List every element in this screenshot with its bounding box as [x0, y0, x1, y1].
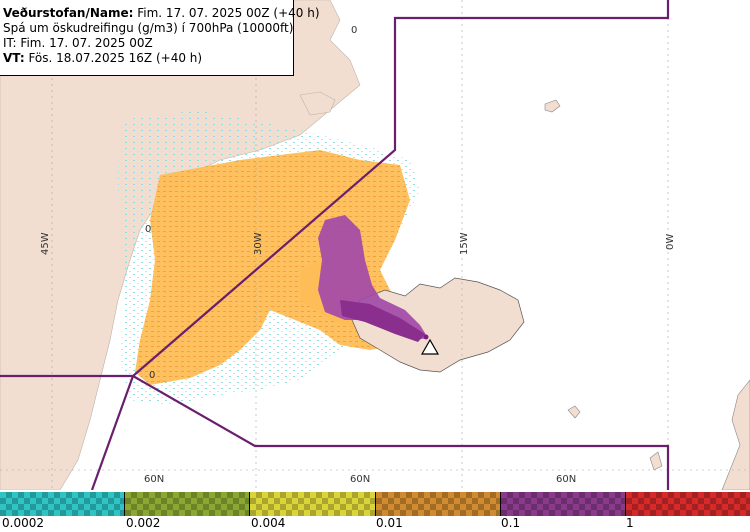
- svalbard-island: [544, 99, 561, 113]
- legend-swatch: [0, 492, 126, 516]
- lat-label-60n-left: 60N: [144, 474, 164, 485]
- forecast-info-box: Veðurstofan/Name: Fim. 17. 07. 2025 00Z …: [0, 0, 320, 76]
- flight-region-boundary: [0, 0, 670, 490]
- greenland-island: [299, 91, 336, 116]
- volcano-icon: [420, 338, 440, 355]
- lat-label-60n-right: 60N: [556, 474, 576, 485]
- info-line-valid-time: VT: Fös. 18.07.2025 16Z (+40 h): [3, 51, 203, 65]
- lon-label-0w: 0W: [665, 234, 676, 250]
- faroe-island: [567, 405, 581, 419]
- contour-label: 0: [351, 25, 357, 36]
- legend-swatch: [125, 492, 251, 516]
- legend-label-5: 1: [626, 516, 634, 530]
- concentration-legend: 0.0002 0.002 0.004 0.01 0.1 1: [0, 490, 750, 532]
- legend-label-3: 0.01: [376, 516, 403, 530]
- graticule: [0, 0, 750, 490]
- iceland-land: [351, 277, 525, 373]
- lon-label-15w: 15W: [459, 232, 470, 255]
- info-line-name: Veðurstofan/Name: Fim. 17. 07. 2025 00Z …: [3, 6, 320, 20]
- legend-color-bar: [0, 492, 750, 516]
- legend-label-0: 0.0002: [2, 516, 44, 530]
- contour-label: 0: [149, 370, 155, 381]
- info-line-product: Spá um öskudreifingu (g/m3) í 700hPa (10…: [3, 21, 294, 35]
- info-line-issue-time: IT: Fim. 17. 07. 2025 00Z: [3, 36, 153, 50]
- legend-swatch: [500, 492, 626, 516]
- shetland-island: [649, 451, 663, 471]
- legend-swatch: [625, 492, 750, 516]
- legend-label-4: 0.1: [501, 516, 521, 530]
- legend-label-2: 0.004: [251, 516, 286, 530]
- eruption-source-marker: [423, 334, 429, 340]
- lon-label-30w: 30W: [253, 232, 264, 255]
- lon-label-45w: 45W: [40, 232, 51, 255]
- norway-land: [721, 379, 750, 490]
- legend-swatch: [250, 492, 376, 516]
- legend-swatch: [375, 492, 501, 516]
- legend-label-1: 0.002: [126, 516, 161, 530]
- ash-field-heavy-band: [340, 300, 425, 342]
- lat-label-60n-mid: 60N: [350, 474, 370, 485]
- map-canvas: 45W 30W 15W 0W 60N 60N 60N 0 0 0: [0, 0, 750, 490]
- contour-label: 0: [145, 224, 151, 235]
